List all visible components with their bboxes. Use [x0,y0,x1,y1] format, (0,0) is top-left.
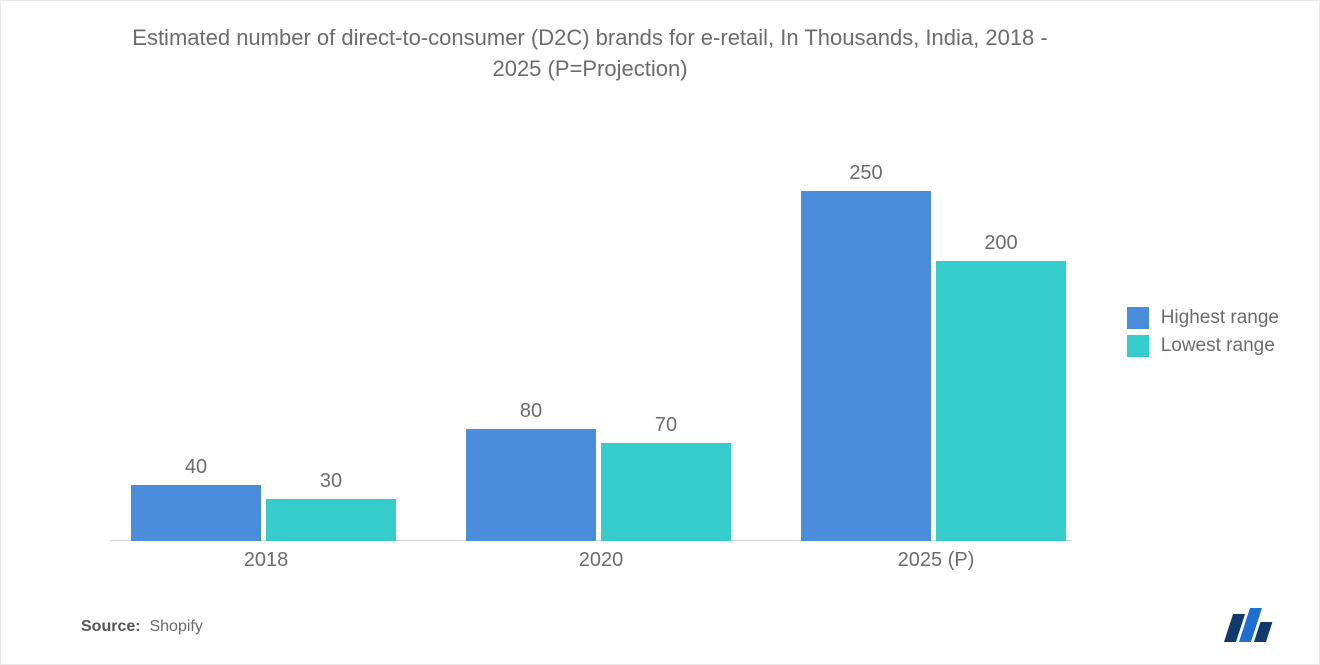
bar-value-label: 40 [131,456,261,479]
legend-item: Highest range [1127,307,1279,329]
bar-highest-2018 [131,485,261,541]
source-prefix: Source: [81,618,141,635]
legend-item: Lowest range [1127,335,1279,357]
bar-value-label: 30 [266,470,396,493]
bar-group: 80 70 2020 [466,121,736,541]
x-category-label: 2020 [466,549,736,572]
legend-swatch-icon [1127,307,1149,329]
chart-title: Estimated number of direct-to-consumer (… [121,23,1059,85]
bar-value-label: 250 [801,162,931,185]
bar-value-label: 200 [936,232,1066,255]
x-category-label: 2025 (P) [801,549,1071,572]
bar-lowest-2018 [266,499,396,541]
brand-logo-icon [1219,608,1283,642]
legend-label: Highest range [1161,307,1279,329]
source-attribution: Source: Shopify [81,618,203,636]
bar-group: 250 200 2025 (P) [801,121,1071,541]
x-category-label: 2018 [131,549,401,572]
plot-area: 40 30 2018 80 70 2020 250 200 2025 (P) [111,121,1071,541]
bar-value-label: 80 [466,400,596,423]
chart-frame: Estimated number of direct-to-consumer (… [0,0,1320,665]
bar-highest-2020 [466,429,596,541]
source-name: Shopify [149,618,202,635]
legend: Highest range Lowest range [1127,301,1279,363]
bar-highest-2025 [801,191,931,541]
bar-lowest-2020 [601,443,731,541]
legend-swatch-icon [1127,335,1149,357]
bar-value-label: 70 [601,414,731,437]
bar-lowest-2025 [936,261,1066,541]
bar-group: 40 30 2018 [131,121,401,541]
legend-label: Lowest range [1161,335,1275,357]
